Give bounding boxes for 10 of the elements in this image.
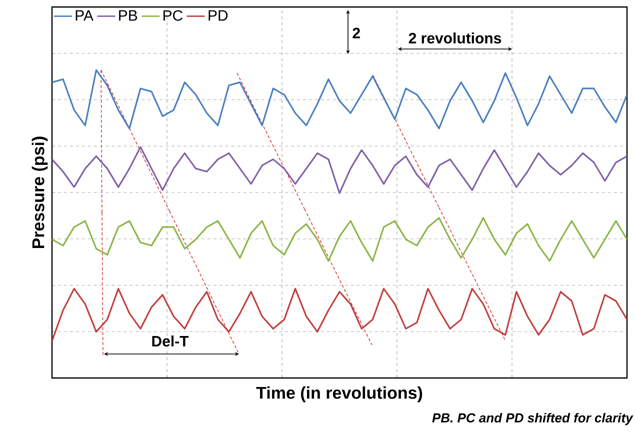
x-axis-title: Time (in revolutions) [256,386,422,402]
annotation: Del-T [152,335,189,346]
text: 2 revolutions [408,32,502,44]
legend-label: PD [208,10,228,21]
y-axis-title: Pressure (psi) [32,136,48,248]
text: 2 [352,28,360,38]
legend-label: PB [119,10,138,21]
legend-label: PC [163,10,183,21]
text: PB. PC and PD shifted for clarity [432,412,634,426]
legend-label: PA [76,10,94,21]
